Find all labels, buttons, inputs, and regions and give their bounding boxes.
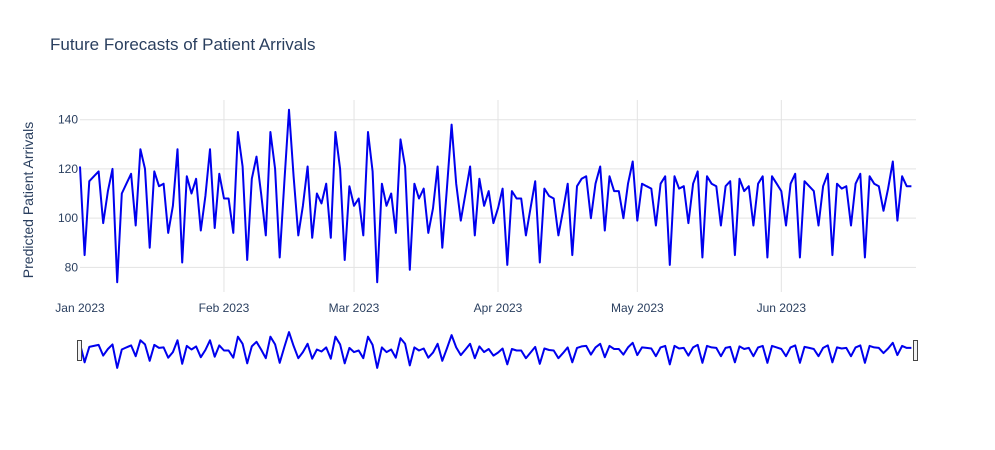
x-tick-label: May 2023 — [611, 301, 664, 315]
range-slider-line — [79, 331, 912, 369]
x-tick-label: Jan 2023 — [55, 301, 105, 315]
x-tick-label: Apr 2023 — [474, 301, 523, 315]
x-tick-label: Feb 2023 — [199, 301, 250, 315]
x-axis: Jan 2023 Feb 2023 Mar 2023 Apr 2023 May 2023… — [55, 301, 806, 315]
y-axis-label: Predicted Patient Arrivals — [20, 122, 36, 278]
y-tick-label: 120 — [58, 162, 78, 176]
range-slider[interactable] — [77, 331, 918, 369]
y-tick-label: 80 — [65, 260, 79, 274]
y-tick-label: 140 — [58, 113, 78, 127]
chart-title: Future Forecasts of Patient Arrivals — [50, 35, 316, 54]
y-tick-label: 100 — [58, 211, 78, 225]
range-slider-left-handle[interactable] — [77, 340, 82, 361]
range-slider-right-handle[interactable] — [913, 340, 918, 361]
y-axis: 80 100 120 140 — [58, 113, 78, 275]
x-tick-label: Jun 2023 — [757, 301, 807, 315]
series-line — [79, 108, 912, 284]
x-tick-label: Mar 2023 — [329, 301, 380, 315]
